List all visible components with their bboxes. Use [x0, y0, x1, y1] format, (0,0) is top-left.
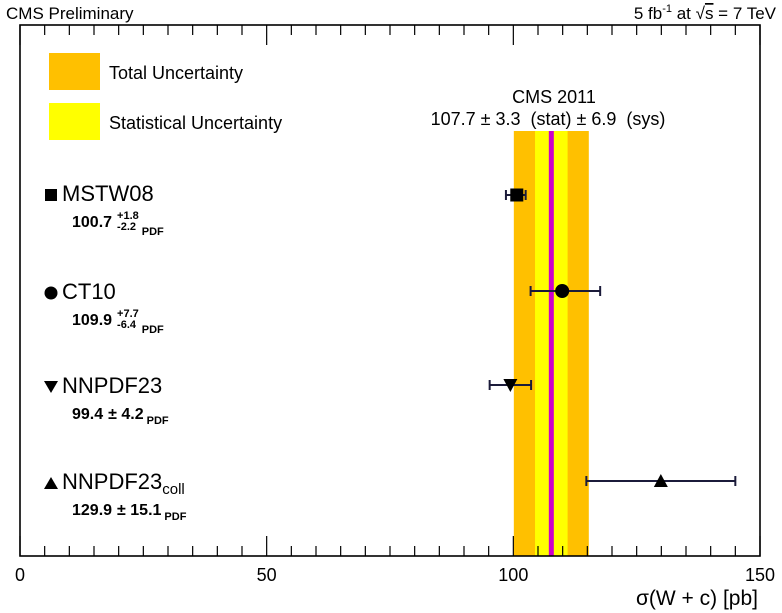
prediction-name: CT10 — [62, 279, 116, 304]
prediction-err-sym: ± 15.1 — [117, 502, 161, 519]
legend-marker-circle — [44, 286, 58, 300]
legend-swatch-total — [49, 53, 100, 90]
header-sqrt: s — [705, 4, 714, 23]
prediction-name: NNPDF23coll — [62, 469, 185, 498]
marker-square — [510, 188, 524, 202]
header-left: CMS Preliminary — [6, 4, 134, 23]
prediction-err-up: +7.7 — [117, 308, 139, 320]
header-energy: = 7 TeV — [713, 4, 776, 23]
prediction-pdf: PDF — [164, 511, 186, 523]
x-axis-label: σ(W + c) [pb] — [636, 587, 758, 610]
prediction-value: 129.9 — [72, 502, 112, 519]
legend-marker-square — [45, 189, 57, 201]
x-tick-label: 150 — [745, 565, 775, 585]
prediction-2 — [488, 379, 533, 392]
prediction-label-3: NNPDF23coll 129.9 ± 15.1 PDF — [44, 469, 187, 523]
prediction-1 — [529, 284, 602, 298]
prediction-label-2: NNPDF23 99.4 ± 4.2 PDF — [44, 373, 169, 427]
svg-text:5 fb-1 at √s = 7 TeV: 5 fb-1 at √s = 7 TeV — [634, 3, 777, 23]
measurement-summary: 107.7 ± 3.3 (stat) ± 6.9 (sys) — [431, 109, 666, 129]
prediction-label-0: MSTW08 100.7 +1.8-2.2 PDF — [45, 181, 164, 238]
marker-circle — [555, 284, 570, 298]
prediction-3 — [585, 474, 737, 487]
prediction-0 — [504, 188, 527, 202]
legend: Total Uncertainty Statistical Uncertaint… — [49, 53, 282, 140]
prediction-value: 100.7 — [72, 214, 112, 231]
prediction-value: 109.9 — [72, 312, 112, 329]
legend-label-total: Total Uncertainty — [109, 63, 243, 83]
prediction-pdf: PDF — [142, 226, 164, 238]
marker-triangle-down — [503, 379, 518, 392]
header-lumi-exp: -1 — [662, 3, 672, 15]
prediction-value: 99.4 — [72, 406, 103, 423]
sqrt-icon: √ — [696, 4, 706, 23]
prediction-err-down: -2.2 — [117, 221, 136, 233]
prediction-name: MSTW08 — [62, 181, 154, 206]
prediction-err-sym: ± 4.2 — [108, 406, 144, 423]
prediction-label-1: CT10 109.9 +7.7-6.4 PDF — [44, 279, 164, 336]
header-lumi: 5 fb — [634, 4, 662, 23]
x-tick-label: 100 — [498, 565, 528, 585]
marker-triangle-up — [653, 474, 668, 487]
header-at: at — [672, 4, 696, 23]
x-tick-label: 0 — [15, 565, 25, 585]
prediction-name: NNPDF23 — [62, 373, 162, 398]
x-tick-label: 50 — [257, 565, 277, 585]
legend-swatch-stat — [49, 103, 100, 140]
measurement-title: CMS 2011 — [512, 87, 596, 107]
prediction-err-up: +1.8 — [117, 210, 139, 222]
legend-marker-triangle-down — [44, 381, 58, 393]
prediction-pdf: PDF — [142, 324, 164, 336]
prediction-pdf: PDF — [147, 415, 169, 427]
measurement-line — [548, 131, 554, 556]
legend-label-stat: Statistical Uncertainty — [109, 113, 282, 133]
header-right: 5 fb-1 at √s = 7 TeV — [634, 3, 777, 23]
prediction-err-down: -6.4 — [117, 319, 137, 331]
legend-marker-triangle-up — [44, 477, 58, 489]
